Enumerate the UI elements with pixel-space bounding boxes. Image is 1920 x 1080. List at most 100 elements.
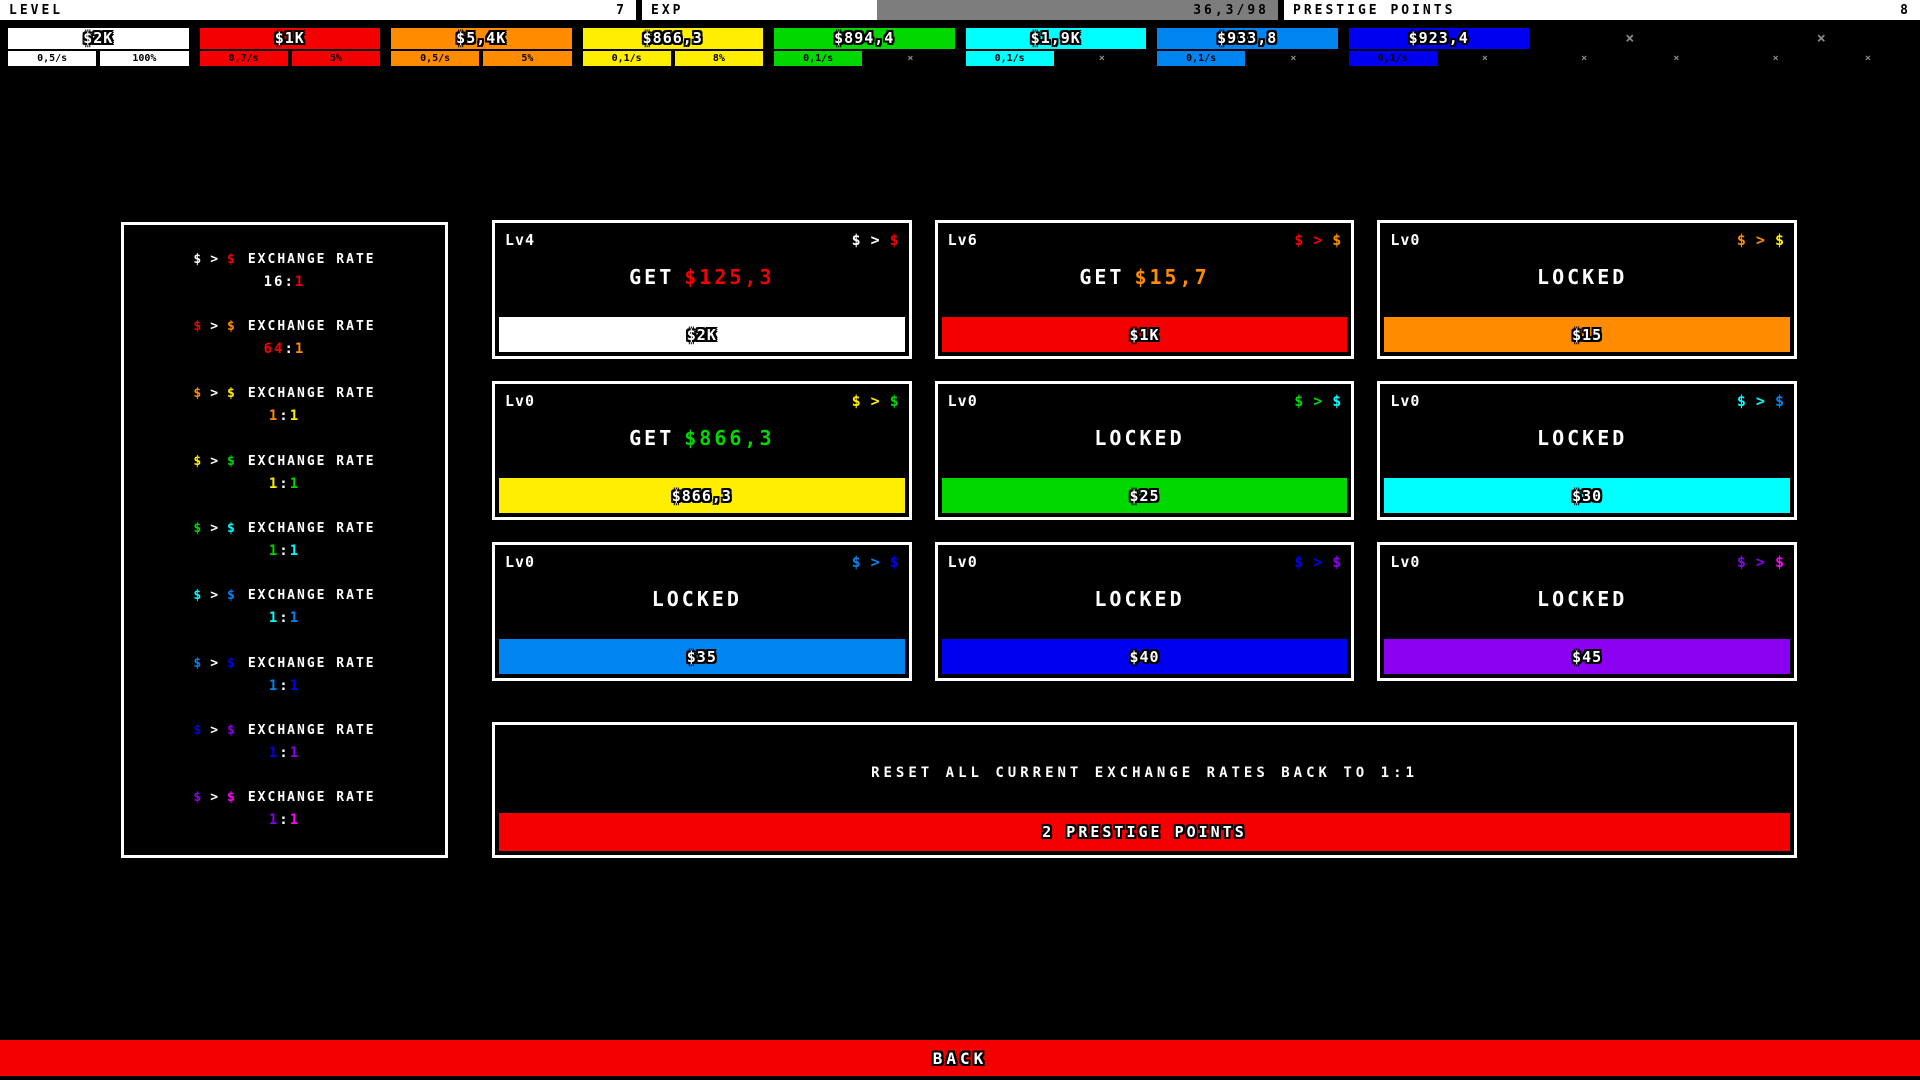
exchange-rate-row: $ > $ EXCHANGE RATE 1:1 [124,723,445,761]
currency-from-icon: $ [193,386,202,402]
upgrade-cost: $15 [1384,317,1790,352]
upgrade-level: Lv0 [1390,392,1421,410]
currency-rate: 0,1/s [1157,51,1246,66]
exchange-rate-label: EXCHANGE RATE [247,453,376,469]
upgrade-action: LOCKED [1094,587,1185,611]
prestige-value: 8 [1900,2,1911,18]
currency-chip: $5,4K 0,5/s 5% [391,28,572,66]
exchange-rate-value: 1:1 [268,475,301,492]
currency-amount: $923,4 [1348,28,1529,49]
upgrade-card[interactable]: Lv0 $ > $ LOCKED $45 [1377,542,1797,681]
currency-bar: $2K 0,5/s 100% $1K 0,7/s 5% $5,4K 0,5/s … [8,28,1912,66]
exchange-rate-label: EXCHANGE RATE [247,722,376,738]
exchange-rate-row: $ > $ EXCHANGE RATE 1:1 [124,656,445,694]
exchange-rate-row: $ > $ EXCHANGE RATE 1:1 [124,588,445,626]
currency-from-icon: $ [193,655,202,671]
currency-to-icon: $ [227,318,235,334]
currency-amount: $1K [199,28,380,49]
currency-to-icon: $ [889,392,899,410]
arrow-icon: > [1313,553,1323,571]
upgrade-card[interactable]: Lv0 $ > $ LOCKED $35 [492,542,912,681]
currency-from-icon: $ [193,520,202,536]
currency-to-icon: $ [227,453,235,469]
currency-rate: 0,1/s [965,51,1054,66]
upgrade-cost: $25 [941,478,1348,513]
currency-percent: 5% [291,51,380,66]
upgrade-action: LOCKED [1094,426,1185,450]
arrow-icon: > [210,722,219,738]
currency-from-icon: $ [1736,392,1746,410]
locked-x-icon: × [1731,28,1912,49]
upgrade-card[interactable]: Lv0 $ > $ LOCKED $40 [934,542,1355,681]
upgrade-card[interactable]: Lv6 $ > $ GET $15,7 $1K [934,220,1355,359]
currency-to-icon: $ [227,655,235,671]
upgrade-cost: $30 [1384,478,1790,513]
arrow-icon: > [210,655,219,671]
currency-amount: $894,4 [774,28,955,49]
arrow-icon: > [1755,231,1765,249]
currency-from-icon: $ [193,588,202,604]
upgrade-level: Lv4 [505,231,536,249]
upgrade-action: GET [629,265,675,289]
arrow-icon: > [1755,553,1765,571]
currency-rate: 0,7/s [199,51,288,66]
upgrade-level: Lv0 [947,553,978,571]
upgrade-level: Lv0 [1390,553,1421,571]
exchange-rate-row: $ > $ EXCHANGE RATE 1:1 [124,454,445,492]
currency-from-icon: $ [193,318,202,334]
upgrade-card[interactable]: Lv0 $ > $ LOCKED $25 [934,381,1355,520]
upgrade-card[interactable]: Lv0 $ > $ GET $866,3 $866,3 [492,381,912,520]
upgrade-cost: $1K [941,317,1348,352]
currency-from-icon: $ [193,790,202,806]
upgrade-level: Lv0 [947,392,978,410]
exp-fill [642,0,878,20]
upgrade-action: LOCKED [651,587,742,611]
currency-to-icon: $ [227,790,235,806]
arrow-icon: > [210,790,219,806]
upgrade-level: Lv6 [947,231,978,249]
currency-from-icon: $ [1736,553,1746,571]
currency-chip: $923,4 0,1/s × [1348,28,1529,66]
exp-label: EXP [651,2,684,18]
upgrade-cost: $45 [1384,639,1790,674]
arrow-icon: > [210,251,219,267]
currency-from-icon: $ [851,553,861,571]
exchange-rate-row: $ > $ EXCHANGE RATE 1:1 [124,521,445,559]
upgrade-card[interactable]: Lv0 $ > $ LOCKED $15 [1377,220,1797,359]
upgrade-card[interactable]: Lv4 $ > $ GET $125,3 $2K [492,220,912,359]
stats-topbar: LEVEL 7 EXP 36,3/98 PRESTIGE POINTS 8 [0,0,1920,20]
locked-x-icon: × [1249,51,1338,66]
currency-to-icon: $ [227,588,235,604]
exchange-rate-row: $ > $ EXCHANGE RATE 16:1 [124,252,445,290]
upgrade-cost: $40 [941,639,1348,674]
currency-to-icon: $ [227,520,235,536]
upgrade-action: LOCKED [1537,426,1628,450]
currency-chip: $933,8 0,1/s × [1157,28,1338,66]
currency-chip: $1,9K 0,1/s × [965,28,1146,66]
locked-x-icon: × [1540,51,1629,66]
exchange-rate-label: EXCHANGE RATE [247,251,376,267]
locked-x-icon: × [1823,51,1912,66]
arrow-icon: > [210,588,219,604]
prestige-stat: PRESTIGE POINTS 8 [1284,0,1920,20]
upgrade-card[interactable]: Lv0 $ > $ LOCKED $30 [1377,381,1797,520]
currency-chip-locked: × × × [1731,28,1912,66]
exchange-rate-row: $ > $ EXCHANGE RATE 64:1 [124,319,445,357]
back-button[interactable]: BACK [0,1040,1920,1076]
upgrade-level: Lv0 [505,553,536,571]
currency-chip: $894,4 0,1/s × [774,28,955,66]
exp-bar: EXP 36,3/98 [642,0,1278,20]
currency-amount: $2K [8,28,189,49]
currency-from-icon: $ [193,722,202,738]
exchange-rate-label: EXCHANGE RATE [247,588,376,604]
exchange-rate-label: EXCHANGE RATE [247,655,376,671]
arrow-icon: > [210,453,219,469]
currency-to-icon: $ [1774,392,1784,410]
currency-rate: 0,5/s [8,51,97,66]
currency-amount: $866,3 [582,28,763,49]
currency-to-icon: $ [227,722,235,738]
currency-to-icon: $ [889,553,899,571]
locked-x-icon: × [1440,51,1529,66]
currency-amount: $5,4K [391,28,572,49]
reset-button[interactable]: 2 PRESTIGE POINTS [499,813,1790,851]
